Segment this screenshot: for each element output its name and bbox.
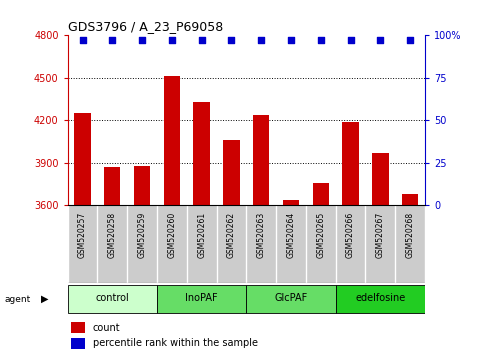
Bar	[402, 194, 418, 354]
Text: GDS3796 / A_23_P69058: GDS3796 / A_23_P69058	[68, 20, 223, 33]
Text: control: control	[96, 293, 129, 303]
Text: edelfosine: edelfosine	[355, 293, 406, 303]
Text: GSM520263: GSM520263	[257, 212, 266, 258]
Point	[168, 38, 176, 43]
Text: GSM520265: GSM520265	[316, 212, 325, 258]
Bar	[283, 200, 299, 354]
Point	[406, 38, 414, 43]
Point	[347, 38, 355, 43]
Point	[257, 38, 265, 43]
Text: GSM520268: GSM520268	[406, 212, 414, 258]
Bar	[313, 183, 329, 354]
Text: ▶: ▶	[41, 294, 49, 304]
Bar	[194, 102, 210, 354]
Bar	[68, 285, 157, 314]
Text: GSM520266: GSM520266	[346, 212, 355, 258]
Text: GSM520261: GSM520261	[197, 212, 206, 258]
Point	[317, 38, 325, 43]
Bar	[246, 285, 336, 314]
Bar	[71, 322, 85, 333]
Point	[377, 38, 384, 43]
Bar	[164, 76, 180, 354]
Bar	[157, 285, 246, 314]
Bar	[336, 285, 425, 314]
Bar	[71, 338, 85, 349]
Bar	[74, 113, 91, 354]
Text: GSM520259: GSM520259	[138, 212, 146, 258]
Point	[227, 38, 235, 43]
Text: GSM520267: GSM520267	[376, 212, 385, 258]
Bar	[104, 167, 120, 354]
Text: count: count	[93, 322, 120, 332]
Text: GSM520262: GSM520262	[227, 212, 236, 258]
Text: GSM520264: GSM520264	[286, 212, 296, 258]
Point	[138, 38, 146, 43]
Text: GSM520260: GSM520260	[168, 212, 176, 258]
Text: percentile rank within the sample: percentile rank within the sample	[93, 338, 257, 348]
Text: GSM520258: GSM520258	[108, 212, 117, 258]
Point	[287, 38, 295, 43]
Point	[109, 38, 116, 43]
Point	[79, 38, 86, 43]
Text: InoPAF: InoPAF	[185, 293, 218, 303]
Text: agent: agent	[5, 295, 31, 304]
Text: GlcPAF: GlcPAF	[274, 293, 308, 303]
Bar	[223, 140, 240, 354]
Bar	[342, 122, 359, 354]
Point	[198, 38, 206, 43]
Bar	[134, 166, 150, 354]
Bar	[253, 115, 270, 354]
Text: GSM520257: GSM520257	[78, 212, 87, 258]
Bar	[372, 153, 388, 354]
